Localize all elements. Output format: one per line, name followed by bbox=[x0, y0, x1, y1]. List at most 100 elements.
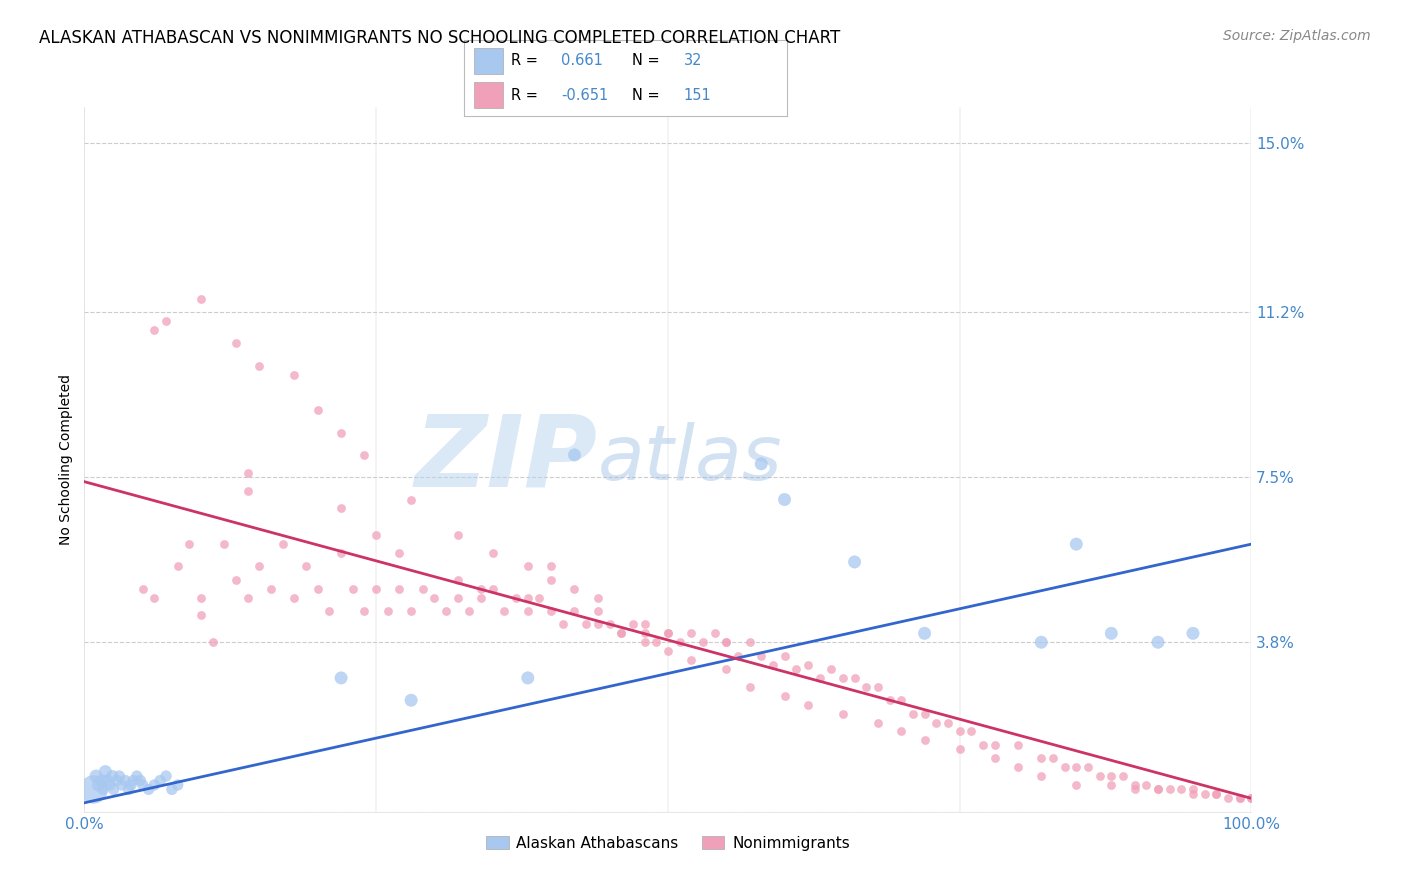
Point bbox=[190, 591, 212, 605]
Point bbox=[516, 604, 538, 618]
Point bbox=[330, 501, 353, 516]
Point bbox=[103, 782, 125, 797]
Point bbox=[155, 314, 177, 328]
Point bbox=[114, 773, 136, 788]
Point bbox=[101, 769, 124, 783]
Point bbox=[353, 604, 375, 618]
Point bbox=[575, 617, 598, 632]
Point bbox=[738, 680, 761, 694]
Point bbox=[190, 292, 212, 306]
Point bbox=[1240, 791, 1263, 805]
Point bbox=[1031, 769, 1053, 783]
Point bbox=[91, 782, 114, 797]
Point bbox=[738, 635, 761, 649]
Point bbox=[236, 483, 259, 498]
Point bbox=[540, 604, 562, 618]
Text: R =: R = bbox=[510, 54, 537, 68]
Text: atlas: atlas bbox=[598, 423, 782, 496]
Point bbox=[1123, 778, 1146, 792]
Point bbox=[1031, 635, 1053, 649]
Point bbox=[330, 425, 353, 440]
Point bbox=[1053, 760, 1076, 774]
Point bbox=[330, 546, 353, 560]
Point bbox=[1042, 751, 1064, 765]
Point bbox=[283, 591, 305, 605]
Point bbox=[1229, 791, 1251, 805]
Point bbox=[132, 582, 155, 596]
Point bbox=[236, 591, 259, 605]
Text: ALASKAN ATHABASCAN VS NONIMMIGRANTS NO SCHOOLING COMPLETED CORRELATION CHART: ALASKAN ATHABASCAN VS NONIMMIGRANTS NO S… bbox=[39, 29, 841, 46]
Point bbox=[225, 336, 247, 351]
Point bbox=[307, 403, 329, 417]
Point bbox=[125, 769, 148, 783]
Point bbox=[879, 693, 901, 707]
Y-axis label: No Schooling Completed: No Schooling Completed bbox=[59, 374, 73, 545]
Point bbox=[214, 537, 236, 551]
Point bbox=[516, 671, 538, 685]
Point bbox=[657, 626, 679, 640]
Point bbox=[149, 773, 172, 788]
Point bbox=[1181, 626, 1204, 640]
Point bbox=[377, 604, 399, 618]
Point bbox=[447, 528, 470, 542]
Point bbox=[633, 635, 655, 649]
Point bbox=[260, 582, 283, 596]
Point bbox=[785, 662, 807, 676]
Point bbox=[120, 778, 142, 792]
Point bbox=[657, 644, 679, 658]
Point bbox=[412, 582, 434, 596]
Point bbox=[914, 733, 936, 747]
Point bbox=[890, 724, 912, 739]
Point bbox=[470, 582, 492, 596]
Point bbox=[1099, 769, 1122, 783]
Text: ZIP: ZIP bbox=[415, 411, 598, 508]
Point bbox=[1066, 778, 1088, 792]
Point bbox=[866, 680, 889, 694]
Point bbox=[983, 751, 1005, 765]
Point bbox=[1123, 782, 1146, 797]
Point bbox=[481, 546, 505, 560]
Point bbox=[621, 617, 644, 632]
Point bbox=[749, 457, 772, 471]
Point bbox=[143, 591, 166, 605]
Point bbox=[820, 662, 842, 676]
Point bbox=[1170, 782, 1192, 797]
Point bbox=[494, 604, 516, 618]
Point bbox=[295, 559, 318, 574]
Text: 0.661: 0.661 bbox=[561, 54, 603, 68]
Point bbox=[551, 617, 574, 632]
Point bbox=[481, 582, 505, 596]
Point bbox=[190, 608, 212, 623]
Point bbox=[1007, 738, 1029, 752]
Point bbox=[1112, 769, 1135, 783]
Point bbox=[225, 573, 247, 587]
Point bbox=[797, 698, 820, 712]
Point bbox=[160, 782, 183, 797]
Point bbox=[773, 648, 796, 663]
Point bbox=[249, 359, 271, 373]
Point bbox=[716, 662, 738, 676]
Point bbox=[155, 769, 177, 783]
Point bbox=[283, 368, 305, 382]
Point bbox=[111, 778, 134, 792]
Point bbox=[399, 604, 422, 618]
Point bbox=[1240, 791, 1263, 805]
Point bbox=[586, 604, 609, 618]
Point bbox=[399, 492, 422, 507]
Point bbox=[108, 769, 131, 783]
Point bbox=[914, 706, 936, 721]
Point bbox=[716, 635, 738, 649]
Text: R =: R = bbox=[510, 88, 537, 103]
Point bbox=[983, 738, 1005, 752]
Point bbox=[94, 764, 117, 779]
Point bbox=[1099, 778, 1122, 792]
Point bbox=[105, 773, 128, 788]
Point bbox=[681, 626, 703, 640]
Point bbox=[1099, 626, 1122, 640]
Point bbox=[1229, 791, 1251, 805]
Point bbox=[633, 617, 655, 632]
Point bbox=[1194, 787, 1216, 801]
Point bbox=[1205, 787, 1227, 801]
Point bbox=[399, 693, 422, 707]
Point bbox=[1181, 782, 1204, 797]
